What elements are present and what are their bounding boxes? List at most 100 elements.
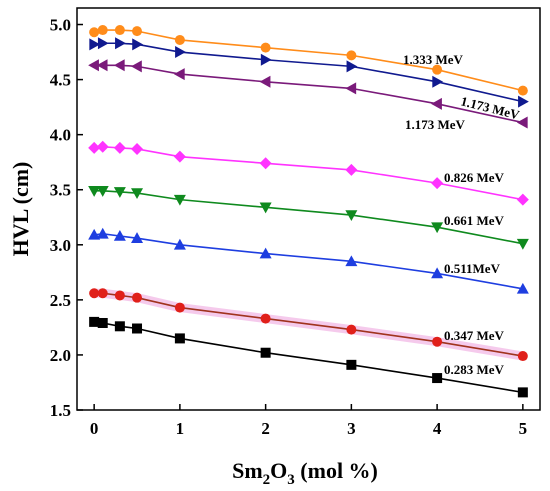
data-point [113, 229, 126, 241]
data-point [96, 140, 109, 153]
series-3 [88, 186, 529, 250]
data-point [97, 25, 108, 36]
data-point [88, 59, 99, 72]
data-point [432, 373, 443, 384]
data-point [89, 316, 100, 327]
data-point [516, 116, 528, 129]
data-point [346, 50, 357, 61]
data-point [516, 282, 529, 294]
data-point [132, 26, 143, 37]
y-tick-label: 4.5 [50, 71, 71, 90]
data-point [132, 323, 143, 334]
data-point [346, 359, 357, 370]
data-point [96, 227, 109, 239]
data-point [517, 85, 528, 96]
data-point [345, 210, 358, 222]
data-point [346, 324, 357, 335]
data-point [113, 141, 126, 154]
data-point [259, 75, 271, 88]
data-point [113, 59, 125, 72]
y-axis-title: HVL (cm) [8, 162, 33, 257]
data-point [96, 59, 108, 72]
series-7 [89, 25, 528, 96]
data-point [132, 38, 144, 51]
series-4 [88, 140, 529, 206]
data-point [518, 95, 529, 108]
data-point [432, 64, 443, 75]
data-point [88, 186, 101, 197]
series-label: 1.333 MeV [403, 52, 464, 67]
y-tick-label: 3.0 [50, 236, 71, 255]
data-point [97, 37, 109, 50]
data-point [89, 38, 101, 51]
y-tick-label: 3.5 [50, 181, 71, 200]
y-tick-label: 2.5 [50, 291, 71, 310]
data-point [174, 302, 185, 313]
data-point [345, 82, 357, 95]
x-title-o: O [270, 458, 287, 483]
data-point [131, 232, 144, 243]
plot-frame [76, 7, 541, 411]
data-point [173, 68, 185, 81]
x-tick-label: 5 [519, 419, 528, 438]
y-tick-label: 4.0 [50, 126, 71, 145]
data-point [432, 75, 444, 88]
series-label: 1.173 MeV [405, 117, 466, 132]
data-point [174, 333, 185, 344]
series-label: 0.283 MeV [444, 362, 505, 377]
series-label: 0.661 MeV [444, 213, 505, 228]
data-point [173, 238, 186, 250]
series-6 [89, 37, 529, 108]
data-point [516, 238, 529, 250]
data-point [259, 247, 272, 259]
data-point [260, 42, 271, 53]
y-tick-label: 2.0 [50, 346, 71, 365]
x-tick-label: 3 [347, 419, 356, 438]
data-point [259, 157, 272, 170]
x-tick-label: 1 [176, 419, 185, 438]
y-tick-label: 1.5 [50, 401, 71, 420]
data-point [173, 150, 186, 163]
data-point [97, 288, 108, 299]
x-axis-title: Sm2O3 (mol %) [232, 458, 378, 488]
data-point [131, 188, 144, 200]
data-point [517, 351, 528, 362]
data-point [175, 46, 186, 59]
data-point [260, 347, 271, 358]
data-point [88, 228, 101, 240]
data-point [96, 186, 109, 197]
data-point [97, 317, 108, 328]
series-label: 1.173 MeV [459, 93, 521, 122]
x-title-sm: Sm [232, 458, 263, 483]
y-tick-label: 5.0 [50, 16, 71, 35]
data-point [431, 97, 442, 110]
series-2 [88, 227, 529, 294]
data-point [115, 37, 126, 50]
data-point [114, 25, 125, 36]
series-0 [89, 316, 528, 398]
data-point [431, 177, 444, 190]
data-point [114, 321, 125, 332]
data-point [431, 267, 444, 279]
data-point [259, 202, 272, 214]
data-point [88, 141, 101, 154]
x-title-sub-3: 3 [287, 472, 295, 488]
x-tick-label: 4 [433, 419, 442, 438]
x-title-unit: (mol %) [295, 458, 378, 483]
x-tick-label: 2 [261, 419, 270, 438]
data-point [89, 27, 100, 38]
series-layer [88, 25, 529, 398]
series-line [94, 64, 524, 124]
data-point [174, 34, 185, 45]
x-tick-label: 0 [90, 419, 99, 438]
data-point [132, 292, 143, 303]
series-5 [88, 59, 528, 129]
x-axis: 0 1 2 3 4 5 [90, 404, 527, 438]
data-point [113, 187, 126, 198]
series-1 [89, 288, 528, 362]
data-point [131, 60, 142, 73]
series-label: 0.511MeV [444, 261, 501, 276]
data-point [431, 222, 444, 234]
data-point [517, 387, 528, 398]
